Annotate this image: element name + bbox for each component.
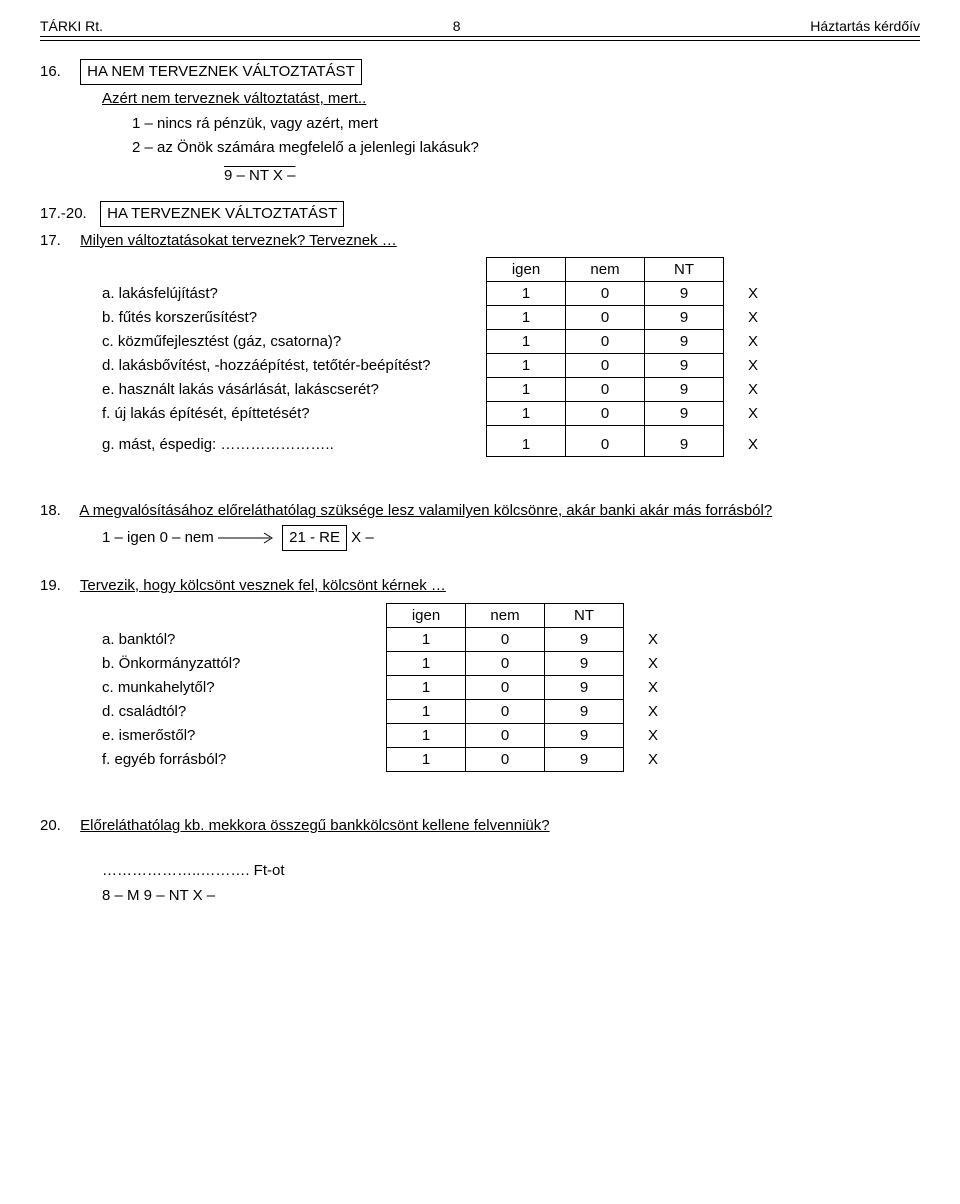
- table-row: c. közműfejlesztést (gáz, csatorna)? 1 0…: [102, 330, 774, 354]
- table-row: e. ismerőstől? 1 0 9 X: [102, 723, 674, 747]
- q18-igen: 1 – igen: [102, 529, 155, 546]
- table-row: f. egyéb forrásból? 1 0 9 X: [102, 747, 674, 771]
- q18-prompt: A megvalósításához előreláthatólag szüks…: [79, 502, 772, 519]
- q16-option1: 1 – nincs rá pénzük, vagy azért, mert: [40, 113, 920, 135]
- q16-box: HA NEM TERVEZNEK VÁLTOZTATÁST: [80, 59, 362, 85]
- table-row: f. új lakás építését, építtetését? 1 0 9…: [102, 402, 774, 426]
- q17-header-igen: igen: [487, 258, 566, 282]
- header-left: TÁRKI Rt.: [40, 18, 103, 34]
- table-row: c. munkahelytől? 1 0 9 X: [102, 675, 674, 699]
- table-row: e. használt lakás vásárlását, lakáscseré…: [102, 378, 774, 402]
- table-row: b. Önkormányzattól? 1 0 9 X: [102, 651, 674, 675]
- q20-fill: ………………..………. Ft-ot: [40, 860, 920, 882]
- header-rule: [40, 36, 920, 41]
- q16-prompt: Azért nem terveznek változtatást, mert..: [102, 90, 366, 107]
- table-row: a. banktól? 1 0 9 X: [102, 627, 674, 651]
- q19-number: 19.: [40, 575, 76, 597]
- header-right: Háztartás kérdőív: [810, 18, 920, 34]
- q18-goto-box: 21 - RE: [282, 525, 347, 551]
- table-row: b. fűtés korszerűsítést? 1 0 9 X: [102, 306, 774, 330]
- q20-codes: 8 – M 9 – NT X –: [40, 885, 920, 907]
- q19-header-nt: NT: [545, 603, 624, 627]
- q19-header-igen: igen: [387, 603, 466, 627]
- q19-prompt: Tervezik, hogy kölcsönt vesznek fel, köl…: [80, 577, 446, 594]
- q17-number: 17.: [40, 230, 76, 252]
- q17-header-nem: nem: [566, 258, 645, 282]
- q17-header-nt: NT: [645, 258, 724, 282]
- table-row: d. lakásbővítést, -hozzáépítést, tetőtér…: [102, 354, 774, 378]
- q19-table: igen nem NT a. banktól? 1 0 9 X b. Önkor…: [102, 603, 674, 772]
- q18-number: 18.: [40, 500, 76, 522]
- arrow-right-icon: [218, 532, 278, 544]
- q17-table: igen nem NT a. lakásfelújítást? 1 0 9 X …: [102, 257, 774, 457]
- q16-number: 16.: [40, 61, 76, 83]
- header-center: 8: [453, 18, 461, 34]
- q18-flow: 1 – igen 0 – nem 21 - RE X –: [40, 525, 920, 551]
- q20-prompt: Előreláthatólag kb. mekkora összegű bank…: [80, 817, 549, 834]
- q16-option2: 2 – az Önök számára megfelelő a jelenleg…: [40, 137, 920, 159]
- q18-nem: 0 – nem: [160, 529, 214, 546]
- q18-x: X –: [351, 529, 374, 546]
- q20-number: 20.: [40, 815, 76, 837]
- q17-20-number: 17.-20.: [40, 203, 96, 225]
- q17-20-box: HA TERVEZNEK VÁLTOZTATÁST: [100, 201, 344, 227]
- table-row: d. családtól? 1 0 9 X: [102, 699, 674, 723]
- q19-header-nem: nem: [466, 603, 545, 627]
- table-row: g. mást, éspedig: ………………….. 1 0 9 X: [102, 426, 774, 457]
- q17-prompt: Milyen változtatásokat terveznek? Tervez…: [80, 232, 397, 249]
- q16-ntx: 9 – NT X –: [132, 165, 295, 187]
- table-row: a. lakásfelújítást? 1 0 9 X: [102, 282, 774, 306]
